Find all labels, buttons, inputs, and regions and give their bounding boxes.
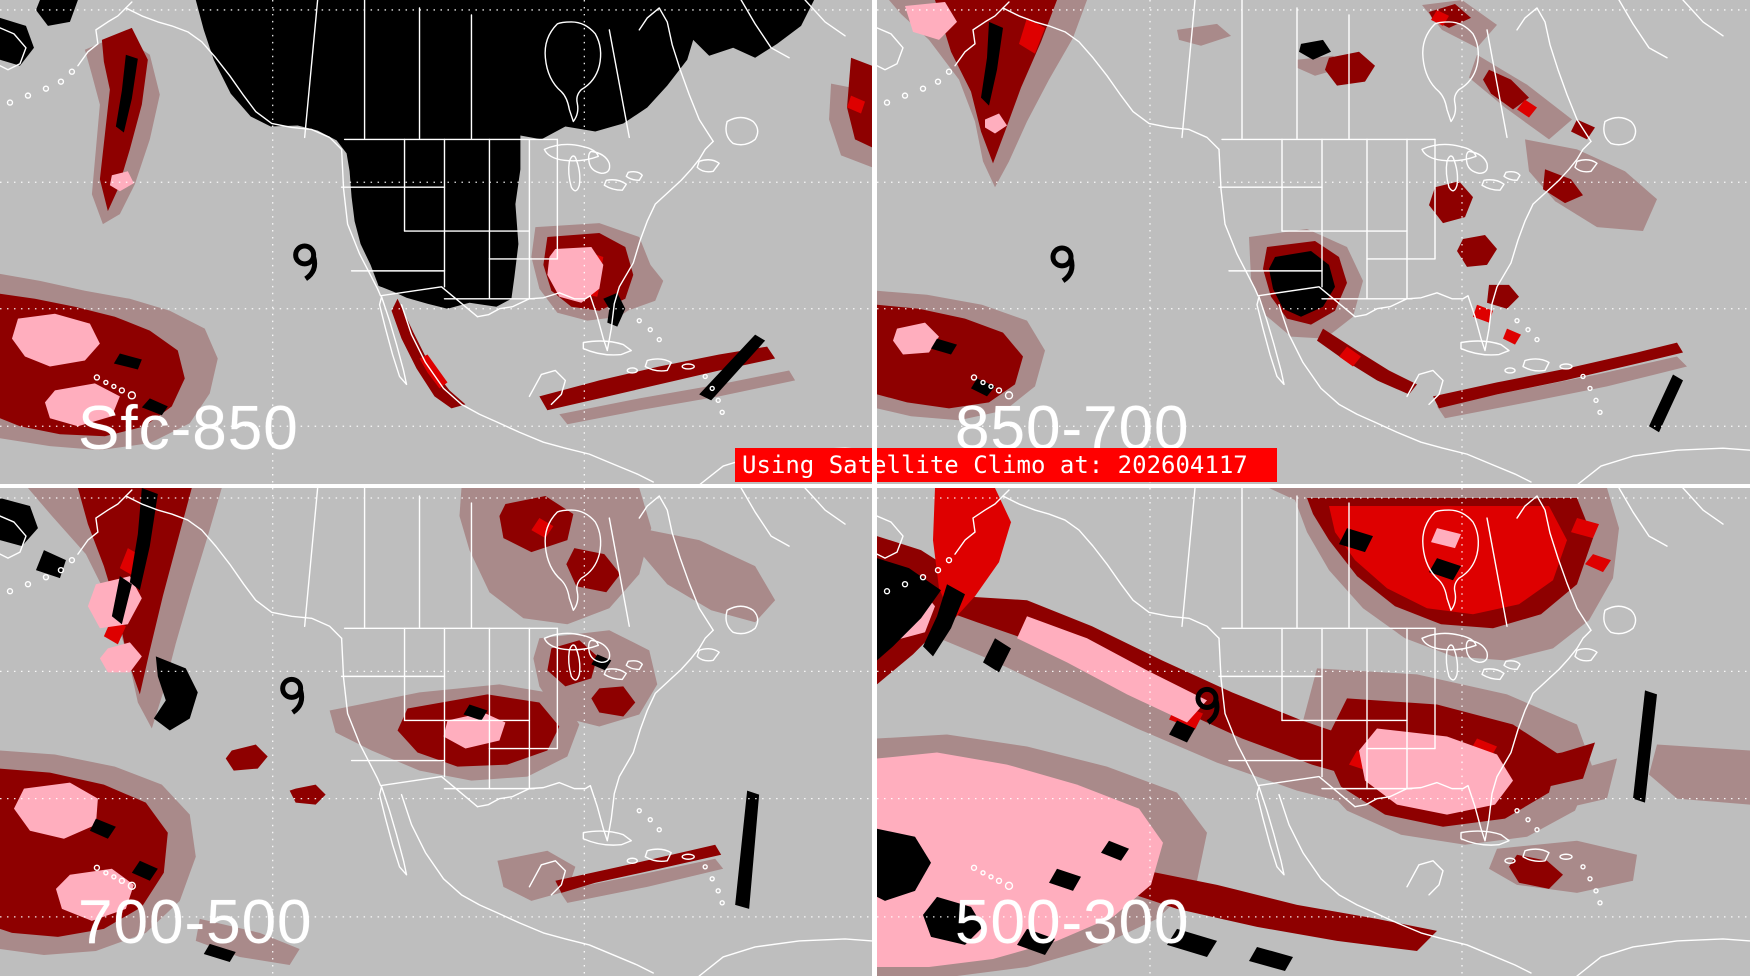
moisture-blobs-850-700 xyxy=(877,0,1687,433)
layer-label-sfc-850: Sfc-850 xyxy=(78,394,299,463)
vertical-panel-divider xyxy=(872,0,877,976)
panel-500-300: 500-300 xyxy=(877,488,1750,976)
panel-700-500: 700-500 xyxy=(0,488,872,976)
map-850-700 xyxy=(877,0,1750,485)
map-sfc-850 xyxy=(0,0,872,485)
moisture-blobs-sfc-850 xyxy=(0,0,872,451)
panel-850-700: 850-700 xyxy=(877,0,1750,485)
map-700-500 xyxy=(0,488,872,976)
panel-sfc-850: Sfc-850 xyxy=(0,0,872,485)
layer-label-700-500: 700-500 xyxy=(78,888,313,957)
moisture-blobs-500-300 xyxy=(877,488,1750,976)
map-500-300 xyxy=(877,488,1750,976)
climo-source-banner: Using Satellite Climo at: 202604117 xyxy=(735,448,1277,482)
layer-label-500-300: 500-300 xyxy=(955,888,1190,957)
